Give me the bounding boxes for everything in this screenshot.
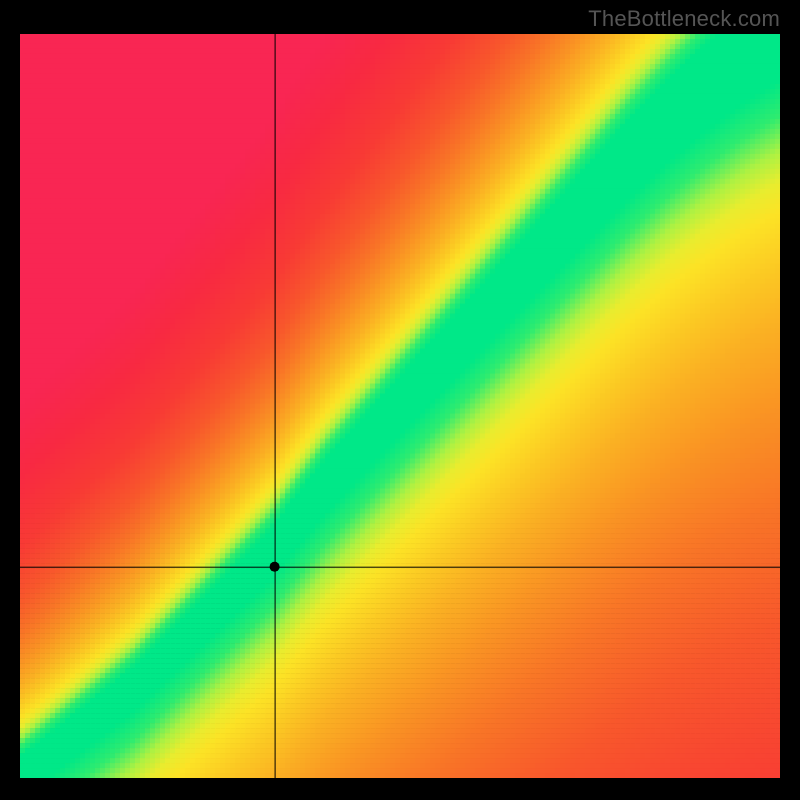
heatmap-plot — [20, 34, 780, 778]
heatmap-canvas — [20, 34, 780, 778]
chart-container: TheBottleneck.com — [0, 0, 800, 800]
watermark-text: TheBottleneck.com — [588, 6, 780, 32]
